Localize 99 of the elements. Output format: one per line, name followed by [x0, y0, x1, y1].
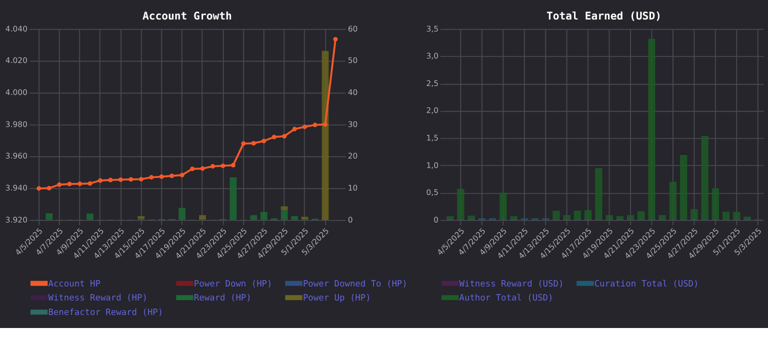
y-tick-label: 2,0	[426, 106, 439, 116]
y-tick-label: 1,5	[426, 134, 439, 142]
point	[302, 124, 308, 130]
bar	[178, 208, 186, 220]
y-tick-label: 4.020	[5, 56, 28, 66]
y-tick-label: 3,5	[426, 24, 439, 34]
y-tick-label: 0	[434, 215, 439, 224]
point	[292, 126, 297, 132]
y2-tick-label: 30	[348, 120, 358, 129]
y-tick-label: 3,0	[426, 52, 439, 61]
point	[230, 162, 236, 168]
y-tick-label: 3.980	[5, 120, 28, 129]
y-tick-label: 3.940	[5, 184, 28, 193]
bar	[138, 216, 145, 219]
legend-label: Witness Reward (USD)	[459, 279, 564, 290]
bar	[260, 212, 268, 220]
point	[128, 177, 134, 182]
bar	[322, 50, 329, 220]
bar	[638, 211, 645, 219]
point	[241, 141, 246, 146]
bar	[552, 210, 560, 219]
y2-tick-label: 40	[348, 88, 358, 98]
bar	[563, 215, 570, 219]
bar	[574, 210, 582, 219]
point	[312, 122, 318, 128]
legend-label: Witness Reward (HP)	[48, 294, 148, 304]
y-tick-label: 2,5	[426, 78, 439, 88]
bar	[510, 216, 518, 219]
bar	[291, 216, 298, 220]
bar	[86, 214, 94, 220]
point	[46, 186, 52, 190]
point	[282, 134, 287, 138]
legend-label: Power Downed To (HP)	[302, 279, 408, 290]
point	[333, 37, 338, 42]
bar	[690, 209, 698, 219]
bar	[606, 215, 613, 219]
y-tick-label: 4.040	[5, 24, 28, 34]
point	[272, 134, 276, 140]
point	[210, 164, 216, 169]
y-tick-label: 4.000	[5, 88, 28, 98]
bar	[500, 192, 507, 219]
bar	[595, 168, 602, 219]
point	[98, 178, 103, 183]
legend-label: Power Down (HP)	[194, 279, 272, 290]
point	[262, 138, 266, 144]
bar	[230, 177, 237, 220]
point	[67, 182, 72, 186]
bar	[626, 215, 634, 219]
legend-label: Reward (HP)	[194, 294, 252, 304]
point	[78, 182, 82, 186]
point	[322, 122, 328, 127]
point	[149, 175, 154, 180]
point	[159, 174, 164, 179]
y2-tick-label: 0	[348, 215, 353, 224]
bar	[616, 216, 624, 219]
bar	[468, 216, 475, 219]
point	[57, 182, 62, 187]
point	[170, 174, 174, 178]
y-tick-label: 3.960	[5, 152, 28, 161]
bar	[733, 212, 740, 219]
bar	[46, 213, 53, 220]
bar	[722, 212, 730, 219]
legend-label: Power Up (HP)	[302, 294, 371, 304]
bar	[280, 206, 288, 210]
y-tick-label: 1,0	[426, 160, 439, 170]
y-tick-label: 0,5	[426, 188, 439, 198]
legend-label: Account HP	[48, 279, 100, 290]
point	[118, 177, 123, 182]
point	[220, 164, 226, 168]
y-tick-label: 3.920	[5, 215, 28, 224]
bar	[457, 188, 464, 219]
bar	[712, 188, 719, 219]
bar	[584, 210, 592, 219]
point	[251, 140, 256, 146]
legend-label: Curation Total (USD)	[594, 279, 699, 290]
point	[200, 166, 205, 171]
bar	[199, 215, 206, 220]
y2-tick-label: 20	[348, 152, 358, 161]
bar	[680, 155, 688, 219]
point	[180, 172, 184, 178]
point	[190, 166, 195, 172]
bar	[446, 216, 454, 219]
chart-title: Total Earned (USD)	[546, 9, 662, 22]
point	[108, 178, 113, 182]
bar	[648, 38, 656, 219]
bar	[280, 210, 288, 220]
point	[88, 181, 92, 186]
bar	[250, 215, 258, 220]
legend-label: Author Total (USD)	[459, 294, 554, 304]
legend-label: Benefactor Reward (HP)	[48, 308, 164, 318]
bar	[658, 215, 666, 219]
y2-tick-label: 60	[348, 24, 358, 34]
y2-tick-label: 10	[348, 184, 358, 193]
point	[36, 186, 42, 191]
bar	[701, 136, 708, 219]
y2-tick-label: 50	[348, 56, 358, 66]
chart-title: Account Growth	[142, 9, 232, 22]
point	[138, 176, 144, 182]
bar	[669, 182, 677, 219]
